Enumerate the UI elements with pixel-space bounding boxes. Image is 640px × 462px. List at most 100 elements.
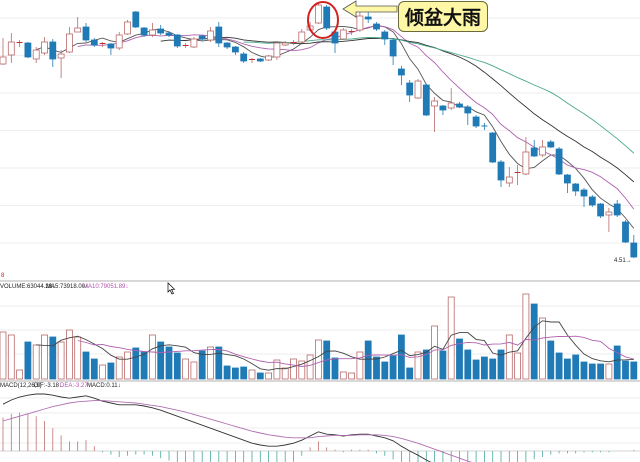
candle [90, 38, 98, 47]
candle [373, 22, 380, 31]
candle-body [223, 42, 231, 48]
candle [530, 140, 538, 157]
candle-body [74, 27, 82, 33]
candle-body [522, 151, 530, 175]
candle [16, 40, 23, 47]
candle-body [414, 80, 422, 99]
candle [41, 37, 48, 55]
candle [132, 11, 140, 28]
volume-bar [564, 358, 571, 380]
volume-bar [256, 372, 264, 380]
candle [605, 208, 613, 232]
candle-body [82, 26, 90, 41]
volume-bar [165, 346, 173, 380]
candle [522, 137, 530, 175]
volume-bars [0, 293, 638, 380]
volume-bar [248, 369, 256, 380]
candle [215, 22, 223, 47]
candle [24, 42, 32, 58]
volume-bar [115, 356, 123, 380]
candle-body [148, 29, 156, 36]
volume-bar [373, 356, 380, 380]
volume-bar [439, 350, 447, 380]
candle [422, 84, 430, 116]
candle [439, 105, 447, 115]
candle-body [273, 42, 281, 58]
candle-body [555, 148, 563, 175]
volume-bar [298, 360, 306, 380]
candle [190, 37, 198, 48]
macd-panel [0, 393, 640, 462]
volume-bar [364, 340, 372, 380]
candle-body [173, 34, 181, 47]
volume-bar [622, 360, 629, 380]
volume-bar [66, 329, 73, 380]
volume-ma10-line [77, 335, 634, 367]
grid-lines [0, 17, 640, 444]
volume-bar [74, 336, 82, 380]
dif-line [2, 393, 432, 462]
candle [32, 47, 40, 63]
candle-body [265, 55, 273, 61]
candle [514, 165, 521, 185]
candle [447, 88, 455, 110]
candle-body [622, 221, 629, 243]
candle [273, 42, 281, 60]
volume-bar [381, 361, 389, 380]
candle-body [572, 183, 580, 192]
volume-bar [389, 355, 397, 380]
candle [505, 167, 513, 187]
candle [198, 35, 206, 41]
candle [613, 200, 621, 217]
volume-bar [207, 346, 214, 380]
candle [572, 183, 580, 196]
volume-bar [489, 358, 497, 380]
candle-body [580, 189, 588, 197]
volume-bar [406, 367, 414, 380]
volume-bar [522, 293, 530, 380]
volume-bar [356, 351, 364, 380]
highlight-circle [307, 1, 339, 39]
candle-body [364, 16, 372, 20]
volume-bar [24, 341, 32, 380]
volume-bar [605, 363, 613, 380]
volume-bar [190, 361, 198, 380]
candle [115, 32, 123, 50]
candle [157, 25, 165, 35]
candle [588, 195, 596, 207]
candle [165, 31, 173, 37]
candle [281, 41, 289, 46]
candle-body [431, 100, 439, 107]
candle-body [240, 53, 248, 62]
volume-bar [431, 325, 439, 380]
volume-bar [41, 334, 48, 380]
volume-bar [0, 331, 7, 380]
volume-bar [464, 349, 472, 380]
candle-body [406, 82, 414, 96]
candle-body [605, 211, 613, 216]
volume-bar [240, 366, 248, 380]
volume-bar [198, 350, 206, 380]
candle [364, 12, 372, 23]
candle-body [397, 68, 405, 76]
volume-bar [530, 303, 538, 380]
volume-bar [630, 361, 638, 380]
candle-body [66, 33, 73, 53]
candle [74, 17, 82, 33]
volume-bar [173, 352, 181, 380]
candle [555, 147, 563, 175]
candle [539, 140, 546, 157]
candle-body [356, 15, 364, 31]
candle [265, 55, 273, 61]
candle-body [314, 4, 322, 24]
ma5-line [36, 24, 635, 229]
candle [148, 23, 156, 37]
last-price-label: 4.51→ [614, 258, 632, 264]
candle-body [115, 34, 123, 49]
volume-bar [215, 346, 223, 380]
candle-body [597, 203, 604, 217]
candle-body [456, 103, 463, 108]
volume-bar [7, 334, 15, 380]
volume-bar [456, 338, 463, 380]
candle-body [190, 38, 198, 48]
